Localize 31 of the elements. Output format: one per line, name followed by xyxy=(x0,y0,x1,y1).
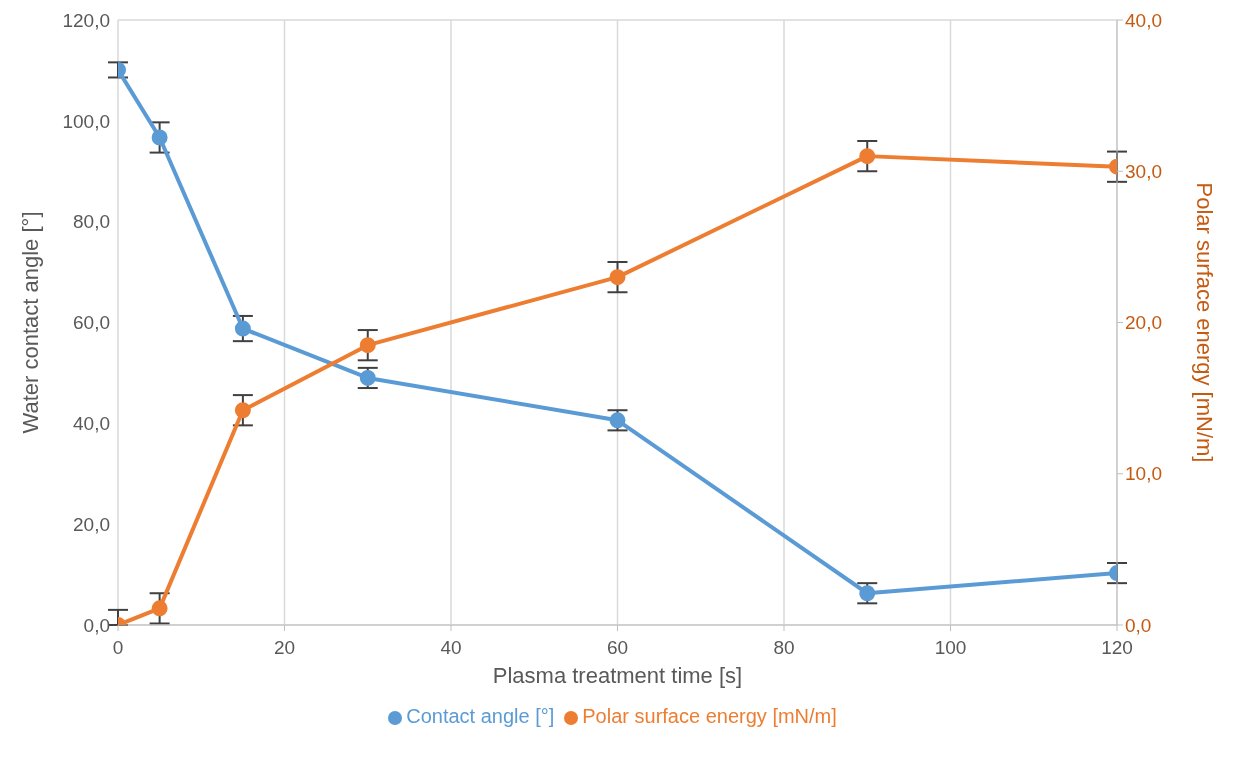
x-tick-label: 80 xyxy=(773,637,795,659)
x-tick-label: 100 xyxy=(934,637,967,659)
y-tick-label: 80,0 xyxy=(73,211,110,233)
y-tick-label: 60,0 xyxy=(73,312,110,334)
y2-tick-label: 40,0 xyxy=(1125,9,1162,31)
y2-tick-label: 20,0 xyxy=(1125,312,1162,334)
x-tick-label: 120 xyxy=(1101,637,1133,659)
point xyxy=(234,320,251,337)
y2-tick-label: 30,0 xyxy=(1125,160,1162,182)
point xyxy=(151,129,168,146)
y-tick-label: 0,0 xyxy=(83,614,110,636)
point xyxy=(359,337,376,354)
x-tick-label: 60 xyxy=(606,637,629,659)
x-axis-title: Plasma treatment time [s] xyxy=(492,663,743,688)
legend-label: Contact angle [°] xyxy=(406,705,555,727)
x-tick-label: 0 xyxy=(112,637,124,659)
y2-axis-title: Polar surface energy [mN/m] xyxy=(1192,182,1218,463)
y-axis-title: Water contact angle [°] xyxy=(17,211,43,434)
y-tick-label: 40,0 xyxy=(73,413,110,435)
y2-tick-label: 0,0 xyxy=(1125,614,1152,636)
legend-label: Polar surface energy [mN/m] xyxy=(582,705,837,727)
y2-tick-label: 10,0 xyxy=(1125,463,1162,485)
point xyxy=(609,269,626,286)
point xyxy=(151,600,168,617)
point xyxy=(859,148,876,165)
point xyxy=(234,402,251,419)
y-tick-label: 100,0 xyxy=(62,110,110,132)
x-tick-label: 20 xyxy=(273,637,296,659)
y-tick-label: 20,0 xyxy=(73,513,110,535)
x-tick-label: 40 xyxy=(440,637,462,659)
y-tick-label: 120,0 xyxy=(62,9,110,31)
